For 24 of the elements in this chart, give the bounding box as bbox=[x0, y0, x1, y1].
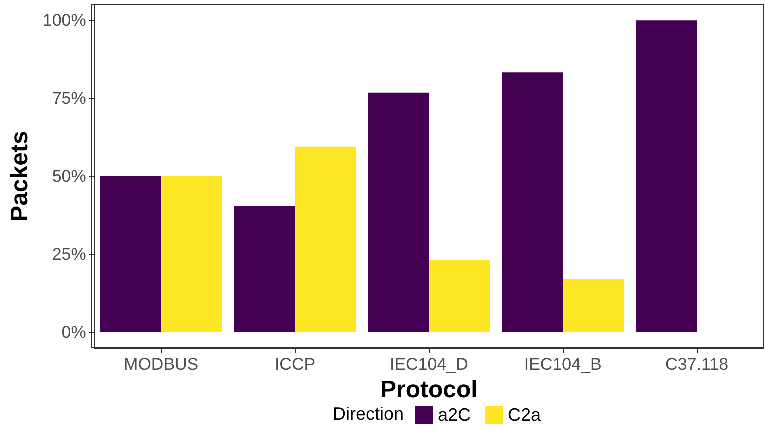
x-tick-label: ICCP bbox=[274, 355, 316, 374]
x-tick-label: IEC104_B bbox=[524, 355, 602, 374]
bar bbox=[563, 279, 624, 332]
legend-title: Direction bbox=[333, 404, 404, 424]
y-tick-label: 0% bbox=[62, 322, 86, 342]
bar bbox=[636, 20, 698, 332]
x-axis-title: Protocol bbox=[380, 376, 478, 404]
bar bbox=[429, 260, 490, 332]
bar bbox=[295, 146, 356, 332]
y-axis-title: Packets bbox=[6, 131, 34, 222]
y-tick-label: 100% bbox=[42, 11, 86, 30]
bar bbox=[100, 176, 162, 332]
bar bbox=[161, 176, 222, 332]
bar bbox=[502, 72, 564, 332]
legend-label: C2a bbox=[508, 405, 542, 425]
y-tick-label: 25% bbox=[52, 244, 86, 264]
x-tick-label: C37.118 bbox=[666, 355, 729, 374]
bar bbox=[234, 206, 296, 332]
x-tick-label: IEC104_D bbox=[390, 355, 468, 374]
bar bbox=[368, 92, 430, 332]
y-tick-label: 75% bbox=[52, 89, 86, 108]
legend-label: a2C bbox=[438, 405, 472, 425]
x-tick-label: MODBUS bbox=[124, 355, 199, 374]
y-tick-label: 50% bbox=[52, 167, 86, 186]
